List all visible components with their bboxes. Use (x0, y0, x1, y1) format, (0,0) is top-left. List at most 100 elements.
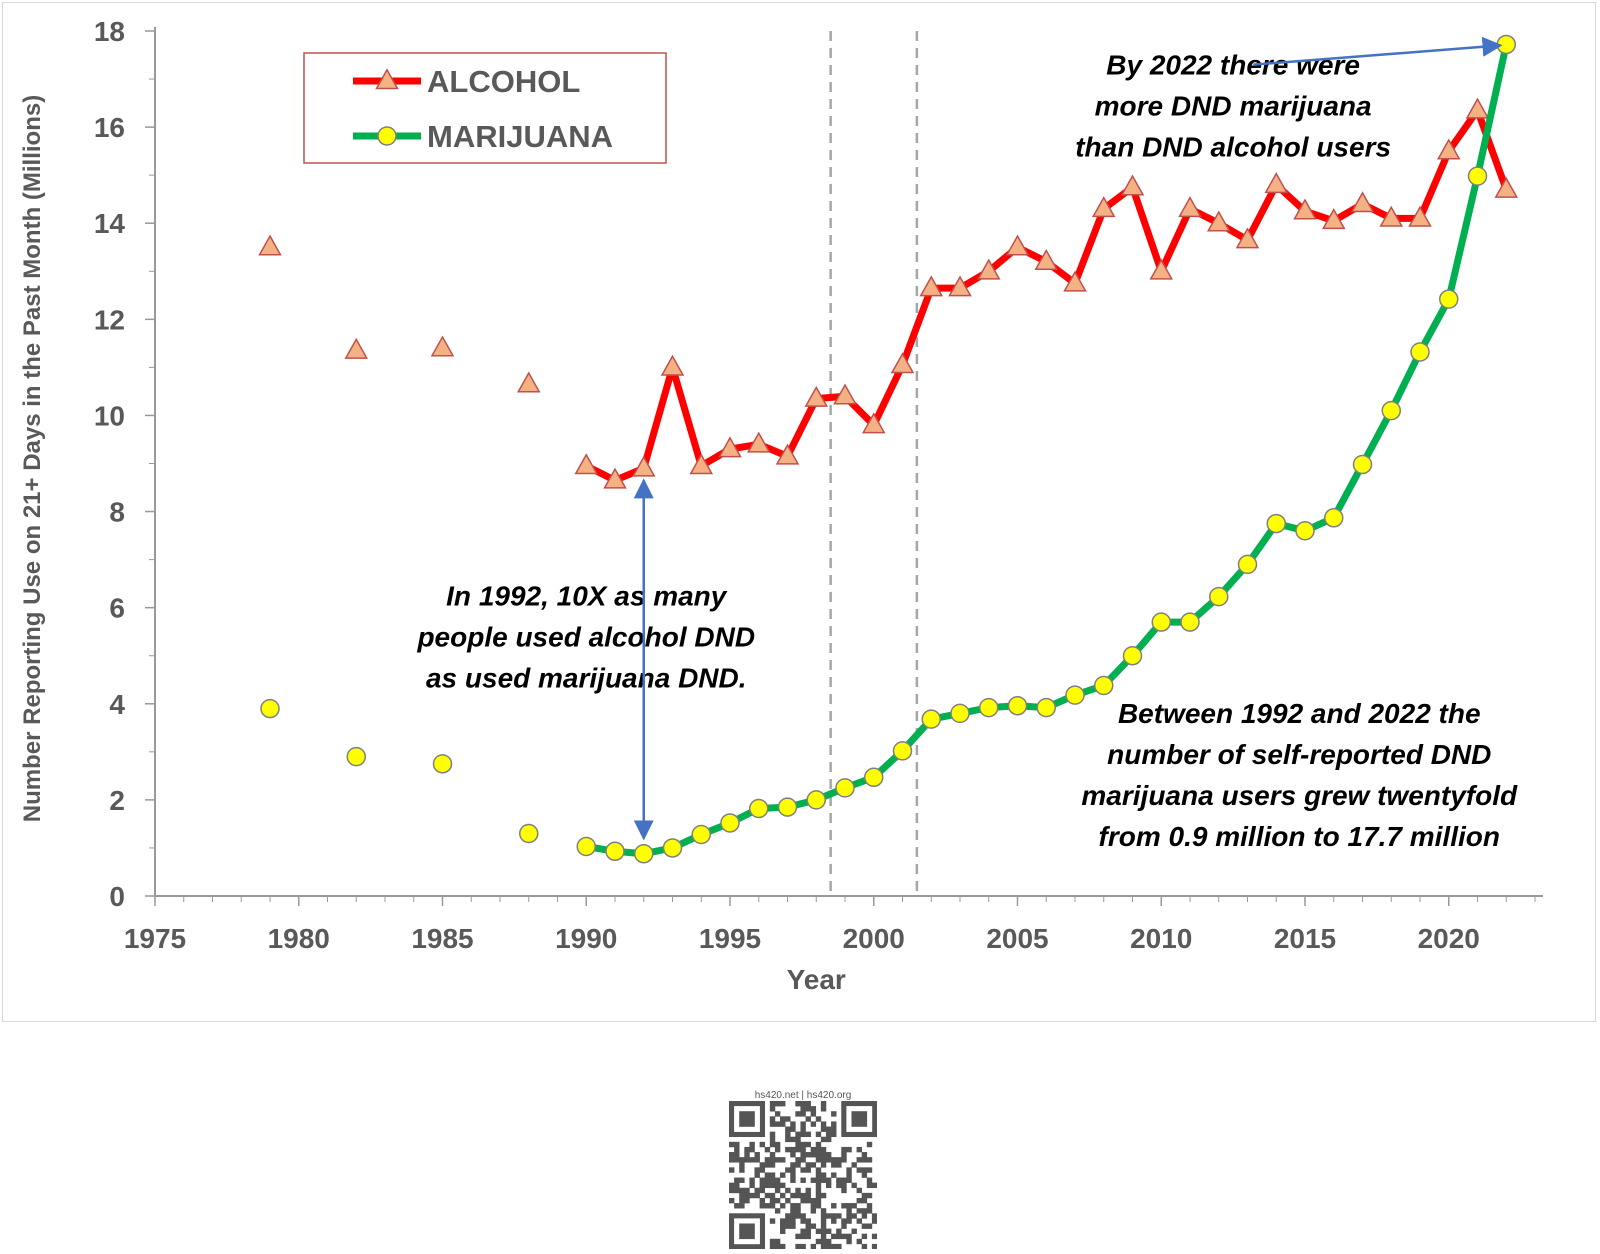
qr-module (790, 1203, 796, 1209)
y-tick-label: 16 (94, 112, 125, 143)
marijuana-point (576, 836, 596, 857)
qr-module (774, 1182, 781, 1189)
qr-module (774, 1238, 781, 1245)
alcohol-point (775, 443, 800, 465)
qr-module (764, 1162, 771, 1168)
x-tick-label: 1985 (411, 923, 473, 954)
qr-module (820, 1238, 827, 1245)
qr-module (820, 1233, 827, 1240)
x-tick-label: 1990 (555, 923, 617, 954)
qr-module (769, 1101, 776, 1107)
qr-module (800, 1152, 806, 1158)
qr-module (780, 1223, 786, 1229)
qr-module (856, 1167, 862, 1173)
qr-module (805, 1141, 811, 1148)
qr-module (759, 1162, 766, 1168)
qr-module (734, 1146, 740, 1153)
qr-module (815, 1146, 822, 1153)
qr-module (759, 1177, 766, 1183)
qr-module (841, 1233, 847, 1240)
qr-module (734, 1177, 740, 1183)
qr-module (795, 1146, 801, 1153)
qr-module (734, 1141, 740, 1148)
alcohol-point (1063, 270, 1087, 292)
qr-module (810, 1162, 817, 1168)
qr-module (836, 1182, 842, 1189)
alcohol-point (344, 337, 369, 359)
qr-module (800, 1243, 806, 1250)
x-tick-label: 1995 (699, 923, 761, 954)
qr-module (861, 1213, 868, 1219)
alcohol-point (861, 412, 886, 434)
qr-module (820, 1101, 827, 1107)
qr-module (820, 1152, 827, 1158)
qr-module (774, 1146, 781, 1153)
qr-module (800, 1228, 806, 1234)
marijuana-point (1237, 554, 1258, 575)
annotation-text-line: marijuana users grew twentyfold (1081, 780, 1518, 811)
qr-module (795, 1136, 801, 1143)
marijuana-point (377, 126, 397, 146)
qr-module (785, 1116, 791, 1122)
x-tick-label: 2010 (1130, 923, 1192, 954)
marijuana-point (1065, 685, 1085, 705)
qr-module (846, 1167, 852, 1173)
qr-module (861, 1197, 868, 1204)
qr-module (841, 1218, 847, 1224)
qr-module (805, 1197, 811, 1204)
qr-module (825, 1152, 832, 1158)
qr-module (831, 1172, 837, 1178)
qr-module (815, 1182, 822, 1189)
qr-module (805, 1116, 811, 1122)
qr-module (795, 1187, 801, 1194)
alcohol-point (1494, 176, 1519, 198)
qr-module (800, 1213, 806, 1219)
qr-module (759, 1197, 766, 1204)
qr-module (836, 1243, 842, 1250)
qr-finder-core (739, 1111, 755, 1127)
qr-module (764, 1182, 771, 1189)
legend: ALCOHOL MARIJUANA (303, 52, 667, 164)
qr-module (831, 1203, 837, 1209)
qr-module (836, 1177, 842, 1183)
alcohol-point (1465, 97, 1490, 119)
alcohol-point (1149, 258, 1174, 280)
qr-module (805, 1162, 811, 1168)
qr-module (795, 1233, 801, 1240)
marijuana-point (1122, 645, 1143, 666)
qr-module (825, 1243, 832, 1250)
qr-module (866, 1157, 873, 1163)
qr-module (856, 1187, 862, 1194)
qr-module (810, 1223, 817, 1229)
qr-module (734, 1203, 740, 1209)
qr-module (774, 1101, 781, 1107)
qr-module (820, 1228, 827, 1234)
qr-module (800, 1157, 806, 1163)
alcohol-point (430, 335, 455, 357)
qr-module (780, 1203, 786, 1209)
marijuana-point (1094, 675, 1114, 696)
qr-module (790, 1213, 796, 1219)
qr-module (831, 1218, 837, 1224)
y-tick-label: 10 (94, 400, 125, 431)
qr-module (871, 1233, 878, 1240)
qr-finder-core (739, 1223, 755, 1240)
qr-module (851, 1203, 857, 1209)
qr-module (825, 1157, 832, 1163)
qr-module (800, 1121, 806, 1127)
qr-module (825, 1126, 832, 1132)
qr-module (774, 1197, 781, 1204)
qr-module (780, 1182, 786, 1189)
qr-module (774, 1111, 781, 1117)
qr-module (800, 1233, 806, 1240)
qr-finder-core (851, 1111, 868, 1127)
annotation-text-line: than DND alcohol users (1075, 131, 1391, 162)
qr-module (769, 1182, 776, 1189)
qr-module (820, 1121, 827, 1127)
qr-module (805, 1167, 811, 1173)
annotation-text-line: In 1992, 10X as many (446, 580, 728, 611)
qr-module (815, 1177, 822, 1183)
qr-module (831, 1131, 837, 1138)
marijuana-point (950, 703, 970, 724)
qr-module (800, 1167, 806, 1173)
